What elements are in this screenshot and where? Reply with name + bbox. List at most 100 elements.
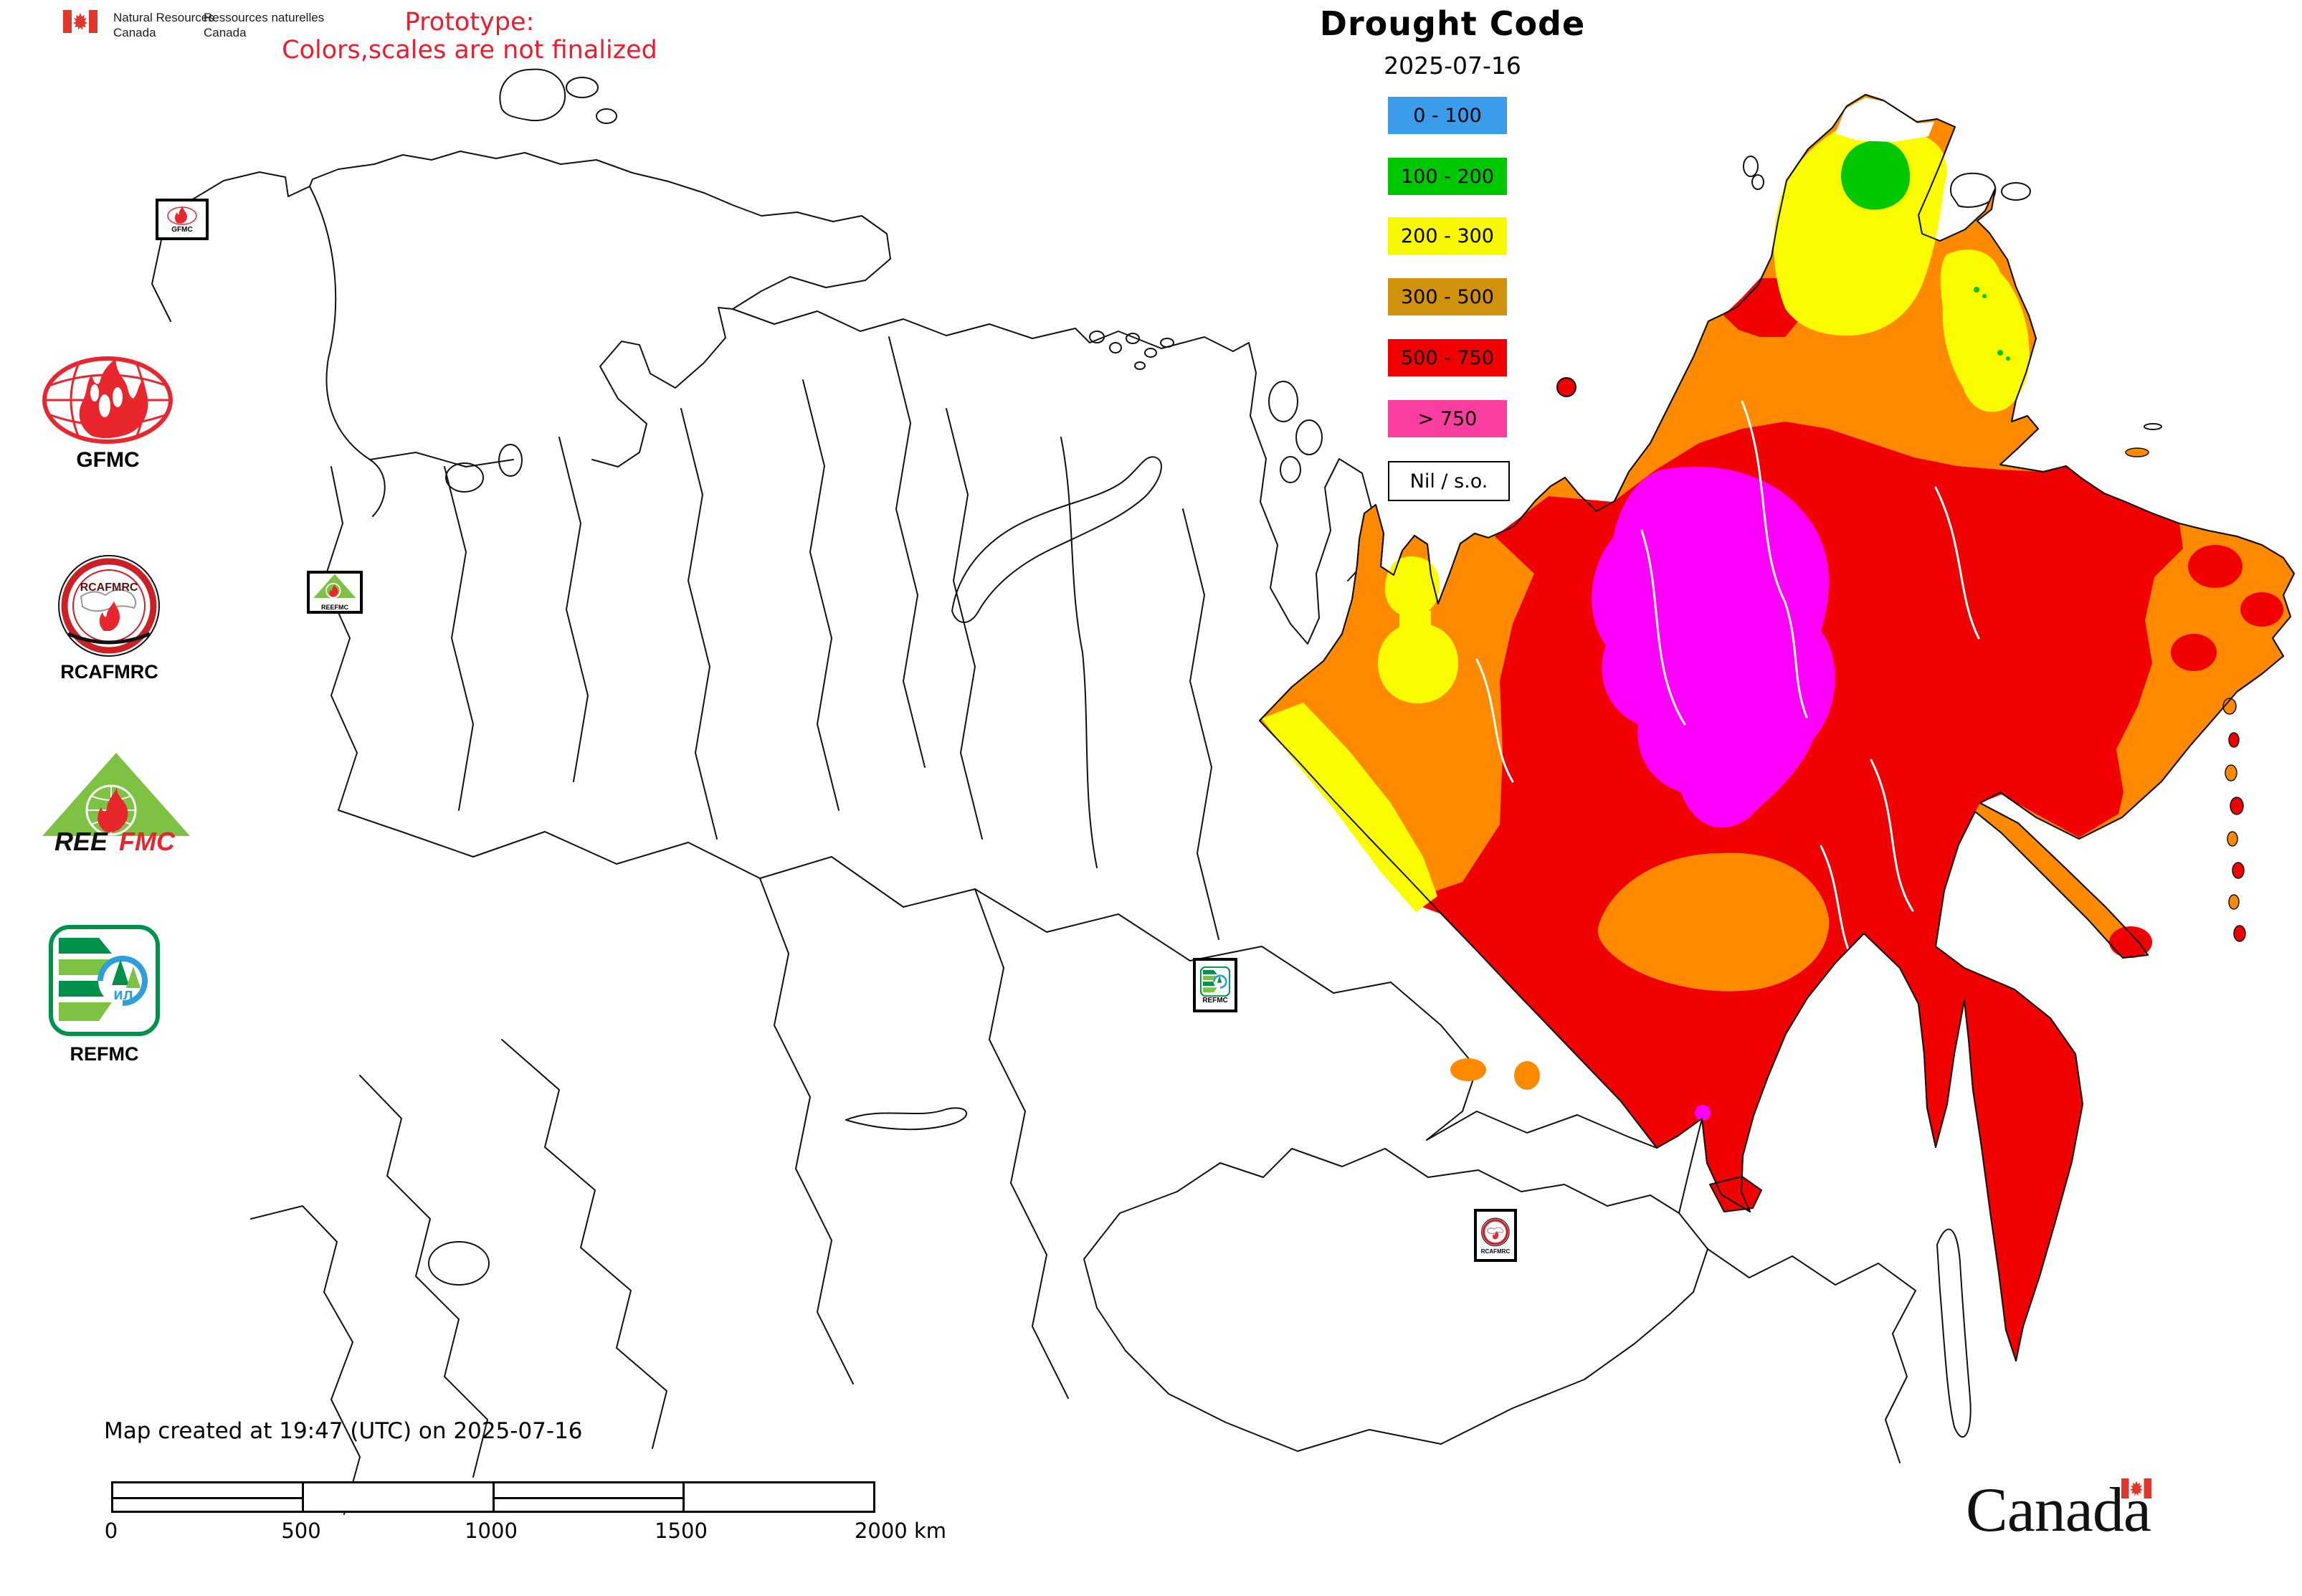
laptev-islet-orange: [2125, 447, 2149, 457]
centralasia-border-1: [359, 1075, 488, 1478]
reefmc-logo: REE FMC: [42, 753, 190, 855]
yellow-anabar-patch: [1940, 250, 2030, 412]
scale-segment-4: [682, 1483, 873, 1511]
prototype-line1: Prototype:: [404, 8, 535, 37]
scale-segment-midline: [113, 1497, 302, 1499]
region-red-china-blob: [1709, 1176, 1762, 1212]
canada-wordmark-flag-icon: [2121, 1478, 2151, 1498]
franz-josef-2: [1109, 342, 1122, 353]
yellow-circle-lower: [1378, 623, 1458, 703]
river-4: [1934, 486, 1980, 640]
western-outline-layer: [151, 68, 2162, 1515]
kuril-4: [2230, 797, 2244, 815]
rcafmrc-mini-map: [1487, 1226, 1503, 1234]
franz-josef-4: [1144, 348, 1157, 358]
canada-wordmark: Canada: [1966, 1474, 2151, 1547]
refmc-mini-arc: [1213, 974, 1227, 989]
river-5: [1475, 658, 1514, 783]
yellow-circle-upper: [1384, 556, 1440, 617]
map-marker-refmc: REFMC: [1193, 958, 1237, 1012]
rcafmrc-marker-icon: [1480, 1217, 1510, 1246]
ne-china-border-2: [1885, 1290, 1916, 1463]
baltic-coast: [309, 186, 386, 517]
legend-label: 500 - 750: [1401, 346, 1494, 369]
green-speck-4: [2006, 356, 2010, 361]
gfmc-flame-leaf-1: [99, 394, 110, 417]
legend-item-300-500: 300 - 500: [1388, 278, 1507, 315]
legend-date: 2025-07-16: [1384, 52, 1521, 80]
refmc-blue-arc: [97, 956, 148, 1006]
centralasia-border-2: [501, 1039, 667, 1449]
franz-josef-1: [1089, 331, 1105, 343]
kuril-8: [2233, 925, 2246, 942]
river-lines: [1475, 400, 1980, 969]
refmc-mini-stripe-1: [1202, 969, 1217, 974]
maple-leaf: [73, 13, 87, 30]
nrcan-fr-line1: Ressources naturelles: [204, 11, 325, 24]
gfmc-marker-label: GFMC: [171, 225, 193, 234]
refmc-tree-1: [112, 959, 129, 985]
reefmc-label-black: REE: [54, 827, 108, 855]
svalbard-island-2: [566, 77, 599, 98]
legend-title: Drought Code: [1319, 4, 1586, 43]
kuril-7: [2228, 894, 2240, 910]
green-speck-1: [1974, 287, 1979, 293]
rcafmrc-logo: RCAFMRC: [58, 555, 160, 657]
kuril-5: [2227, 831, 2238, 847]
reefmc-marker-label: REEFMC: [321, 604, 348, 611]
nrcan-wordmark-fr: Ressources naturelles Canada: [204, 10, 324, 40]
nrcan-en-line2: Canada: [113, 26, 156, 39]
yellow-west-wedge: [1262, 703, 1437, 912]
wordmark-maple-leaf: [2130, 1481, 2143, 1496]
legend-item-nil: Nil / s.o.: [1388, 461, 1510, 501]
border-4: [802, 379, 840, 811]
scale-tick-0: 0: [104, 1519, 118, 1543]
franz-josef-6: [1134, 361, 1146, 370]
river-6: [1820, 845, 1858, 969]
region-red-arm-tip: [2109, 926, 2152, 958]
gfmc-flame-leaf-3: [90, 384, 99, 402]
gfmc-flame-leaf-2: [113, 387, 123, 407]
white-taymyr-tip: [1835, 98, 1934, 142]
rcafmrc-map-sketch: [80, 589, 137, 612]
refmc-logo: ил: [49, 925, 160, 1036]
reefmc-label-red: FMC: [119, 827, 176, 855]
rcafmrc-flame: [99, 601, 120, 631]
orange-patch-amga: [1597, 852, 1830, 992]
canada-wordmark-text: Canada: [1966, 1476, 2151, 1545]
gulf-of-finland: [369, 452, 514, 467]
rcafmrc-red-ring: [61, 558, 157, 654]
gfmc-logo: [42, 356, 173, 444]
flag-band-left: [63, 10, 72, 33]
refmc-marker-label: REFMC: [1202, 996, 1228, 1004]
region-red-group: [1407, 278, 2283, 1361]
legend-label: > 750: [1417, 407, 1478, 430]
legend-item-200-300: 200 - 300: [1388, 217, 1507, 255]
kuril-1: [2222, 698, 2237, 715]
border-1: [444, 466, 474, 811]
legend-label: 300 - 500: [1401, 285, 1494, 308]
svalbard-island: [499, 68, 566, 122]
region-orange-patches: [1450, 852, 1830, 1090]
map-marker-rcafmrc: RCAFMRC: [1474, 1209, 1517, 1262]
rcafmrc-marker-label: RCAFMRC: [1480, 1248, 1511, 1255]
river-2: [1741, 400, 1808, 718]
legend-item-gt-750: > 750: [1388, 400, 1507, 437]
kara-island-2: [1751, 174, 1764, 190]
map-marker-reefmc: REEFMC: [307, 571, 363, 614]
scale-segment-2: [301, 1483, 493, 1511]
rcafmrc-mini-ring: [1482, 1218, 1509, 1245]
refmc-stripe-1: [59, 938, 112, 954]
white-sea-coast: [591, 307, 733, 467]
refmc-stripe-4: [59, 1002, 112, 1021]
reefmc-mini-flame: [329, 584, 338, 597]
magenta-border-dot: [1695, 1105, 1711, 1121]
border-2: [558, 437, 589, 782]
refmc-label: REFMC: [70, 1043, 139, 1065]
yellow-neck: [1399, 611, 1431, 631]
gfmc-marker-icon: [167, 205, 197, 225]
border-russia-mongolia: [1426, 1111, 1657, 1149]
refmc-mini-tree: [1217, 975, 1222, 983]
centralasia-border-4: [974, 888, 1069, 1399]
